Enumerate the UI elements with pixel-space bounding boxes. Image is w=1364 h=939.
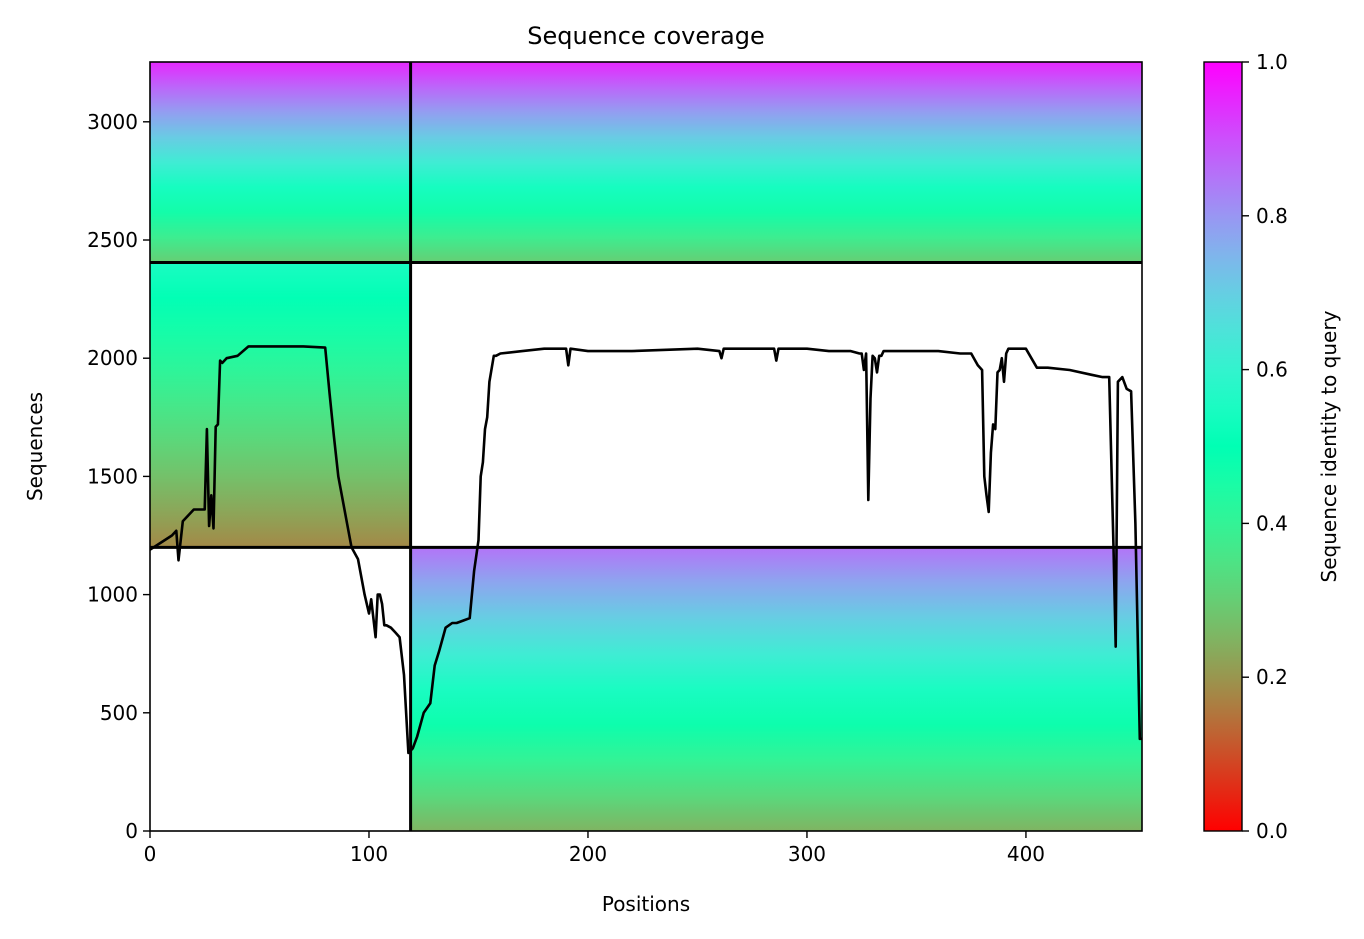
chain-B-block-3 [410,547,1142,831]
colorbar-tick-label: 1.0 [1256,50,1288,74]
colorbar-gradient [1203,61,1243,832]
colorbar-tick-label: 0.8 [1256,204,1288,228]
y-tick-label: 1000 [87,583,138,607]
y-tick-label: 2500 [87,228,138,252]
colorbar-tick-label: 0.4 [1256,511,1288,535]
colorbar: 0.0 0.2 0.4 0.6 0.8 1.0 Sequence identity to … [1203,50,1341,843]
colorbar-ticks: 0.0 0.2 0.4 0.6 0.8 1.0 [1242,50,1288,843]
x-tick-label: 400 [1007,842,1045,866]
y-tick-label: 500 [100,701,138,725]
coverage-line-layer [150,345,1142,755]
boundary-lines [150,62,1142,831]
chart-title: Sequence coverage [527,22,764,50]
plot-frame [149,61,1143,832]
chain-B-block-1 [410,62,1142,263]
x-tick-label: 200 [569,842,607,866]
x-tick-label: 100 [350,842,388,866]
y-axis: 0 500 1000 1500 2000 2500 3000 [87,110,150,843]
x-axis-label: Positions [602,892,690,916]
y-tick-label: 2000 [87,346,138,370]
colorbar-tick-label: 0.6 [1256,358,1288,382]
coverage-heatmap [150,62,1142,831]
x-tick-label: 300 [788,842,826,866]
y-tick-label: 0 [125,819,138,843]
y-tick-label: 3000 [87,110,138,134]
y-tick-label: 1500 [87,464,138,488]
colorbar-label: Sequence identity to query [1317,310,1341,582]
x-axis: 0 100 200 300 400 [144,831,1045,866]
colorbar-tick-label: 0.2 [1256,665,1288,689]
y-axis-label: Sequences [23,392,47,501]
colorbar-tick-label: 0.0 [1256,819,1288,843]
x-tick-label: 0 [144,842,157,866]
chain-A-block-2 [150,262,411,548]
chain-A-block-1 [150,62,411,263]
coverage-line [150,345,1142,755]
